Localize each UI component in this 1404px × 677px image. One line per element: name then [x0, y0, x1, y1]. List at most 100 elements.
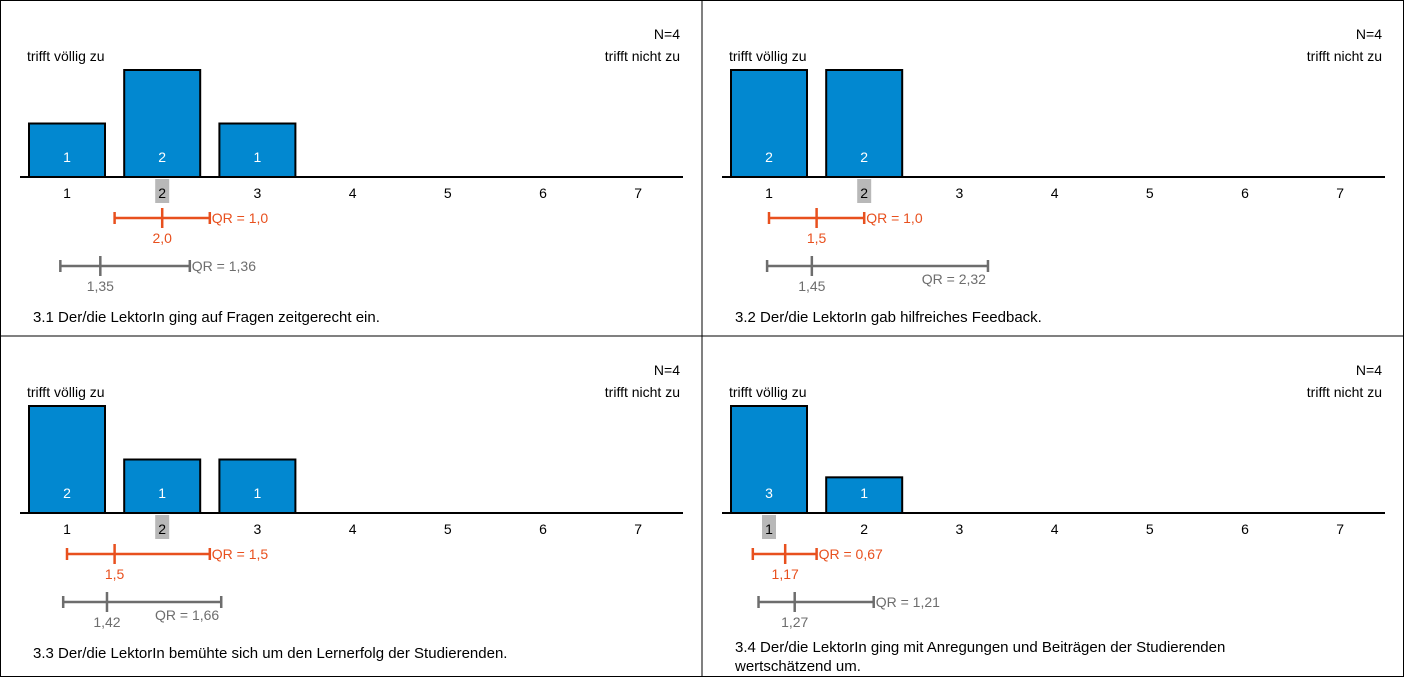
tick-label-1: 1 [765, 185, 773, 201]
tick-label-1: 1 [63, 185, 71, 201]
chart-panel-4: N=4 trifft völlig zu trifft nicht zu 3 1 1 2 3 4… [722, 362, 1385, 675]
bar-value-label: 1 [254, 149, 262, 165]
reference-interval: 1,27 QR = 1,21 [757, 592, 940, 630]
scale-right-label: trifft nicht zu [1307, 384, 1382, 400]
tick-label-1: 1 [63, 521, 71, 537]
reference-qr-label: QR = 2,32 [922, 271, 986, 287]
tick-label-5: 5 [444, 521, 452, 537]
bar-value-label: 1 [860, 485, 868, 501]
reference-value-label: 1,27 [781, 614, 808, 630]
median-category-highlight [155, 515, 170, 539]
scale-right-label: trifft nicht zu [605, 384, 680, 400]
question-caption: 3.1 Der/die LektorIn ging auf Fragen zei… [33, 309, 380, 326]
scale-left-label: trifft völlig zu [729, 48, 807, 64]
reference-value-label: 1,45 [798, 278, 825, 294]
question-caption-line-2: wertschätzend um. [734, 658, 861, 675]
median-interval: 2,0 QR = 1,0 [113, 208, 269, 246]
median-value-label: 1,5 [105, 566, 125, 582]
bar-1 [28, 405, 106, 514]
bar-1 [730, 69, 808, 178]
reference-interval: 1,35 QR = 1,36 [59, 256, 256, 294]
median-category-highlight [155, 179, 170, 203]
tick-label-4: 4 [1051, 185, 1059, 201]
chart-panels: N=4 trifft völlig zu trifft nicht zu 1 2 1 1 2 3… [20, 26, 1385, 675]
question-caption: 3.2 Der/die LektorIn gab hilfreiches Fee… [735, 309, 1042, 326]
question-caption: 3.3 Der/die LektorIn bemühte sich um den… [33, 645, 507, 662]
n-count: N=4 [654, 26, 680, 42]
scale-left-label: trifft völlig zu [27, 48, 105, 64]
bar-3 [218, 122, 297, 178]
tick-label-6: 6 [539, 185, 547, 201]
tick-label-5: 5 [1146, 521, 1154, 537]
tick-label-2: 2 [860, 185, 868, 201]
n-count: N=4 [1356, 26, 1382, 42]
tick-label-2: 2 [860, 521, 868, 537]
bar-1 [730, 405, 808, 514]
tick-label-6: 6 [539, 521, 547, 537]
tick-label-2: 2 [158, 521, 166, 537]
tick-label-7: 7 [1336, 521, 1344, 537]
reference-value-label: 1,42 [93, 614, 120, 630]
tick-label-3: 3 [254, 185, 262, 201]
tick-label-3: 3 [956, 521, 964, 537]
tick-label-4: 4 [1051, 521, 1059, 537]
question-caption-line-1: 3.4 Der/die LektorIn ging mit Anregungen… [735, 639, 1225, 656]
scale-left-label: trifft völlig zu [729, 384, 807, 400]
median-qr-label: QR = 1,5 [212, 546, 269, 562]
median-value-label: 1,17 [772, 566, 799, 582]
tick-label-4: 4 [349, 185, 357, 201]
scale-right-label: trifft nicht zu [605, 48, 680, 64]
bar-value-label: 2 [158, 149, 166, 165]
n-count: N=4 [654, 362, 680, 378]
median-qr-label: QR = 1,0 [212, 210, 269, 226]
reference-qr-label: QR = 1,21 [876, 594, 940, 610]
bar-value-label: 1 [158, 485, 166, 501]
tick-label-7: 7 [634, 185, 642, 201]
median-category-highlight [762, 515, 776, 539]
reference-interval: 1,42 QR = 1,66 [61, 592, 223, 630]
bar-value-label: 2 [765, 149, 773, 165]
tick-label-7: 7 [634, 521, 642, 537]
reference-qr-label: QR = 1,36 [192, 258, 256, 274]
tick-label-3: 3 [956, 185, 964, 201]
median-qr-label: QR = 1,0 [866, 210, 923, 226]
median-interval: 1,17 QR = 0,67 [751, 544, 883, 582]
tick-label-4: 4 [349, 521, 357, 537]
scale-right-label: trifft nicht zu [1307, 48, 1382, 64]
bar-2 [123, 458, 202, 514]
median-value-label: 1,5 [807, 230, 827, 246]
bar-value-label: 1 [63, 149, 71, 165]
bar-1 [28, 122, 106, 178]
median-interval: 1,5 QR = 1,0 [767, 208, 923, 246]
bar-2 [123, 69, 202, 178]
tick-label-2: 2 [158, 185, 166, 201]
tick-label-6: 6 [1241, 185, 1249, 201]
chart-panel-3: N=4 trifft völlig zu trifft nicht zu 2 1 1 1 2 3… [20, 362, 683, 662]
tick-label-5: 5 [444, 185, 452, 201]
median-value-label: 2,0 [152, 230, 172, 246]
reference-qr-label: QR = 1,66 [155, 607, 219, 623]
bar-value-label: 1 [254, 485, 262, 501]
tick-label-6: 6 [1241, 521, 1249, 537]
bar-value-label: 2 [860, 149, 868, 165]
bar-2 [825, 69, 904, 178]
scale-left-label: trifft völlig zu [27, 384, 105, 400]
bar-value-label: 2 [63, 485, 71, 501]
bar-value-label: 3 [765, 485, 773, 501]
chart-panel-1: N=4 trifft völlig zu trifft nicht zu 1 2 1 1 2 3… [20, 26, 683, 326]
tick-label-3: 3 [254, 521, 262, 537]
tick-label-7: 7 [1336, 185, 1344, 201]
reference-interval: 1,45 QR = 2,32 [765, 256, 990, 294]
chart-panel-2: N=4 trifft völlig zu trifft nicht zu 2 2 1 2 3 4… [722, 26, 1385, 326]
tick-label-5: 5 [1146, 185, 1154, 201]
median-qr-label: QR = 0,67 [819, 546, 883, 562]
n-count: N=4 [1356, 362, 1382, 378]
median-category-highlight [857, 179, 872, 203]
tick-label-1: 1 [765, 521, 773, 537]
median-interval: 1,5 QR = 1,5 [65, 544, 269, 582]
bar-2 [825, 476, 904, 514]
reference-value-label: 1,35 [87, 278, 114, 294]
bar-3 [218, 458, 297, 514]
